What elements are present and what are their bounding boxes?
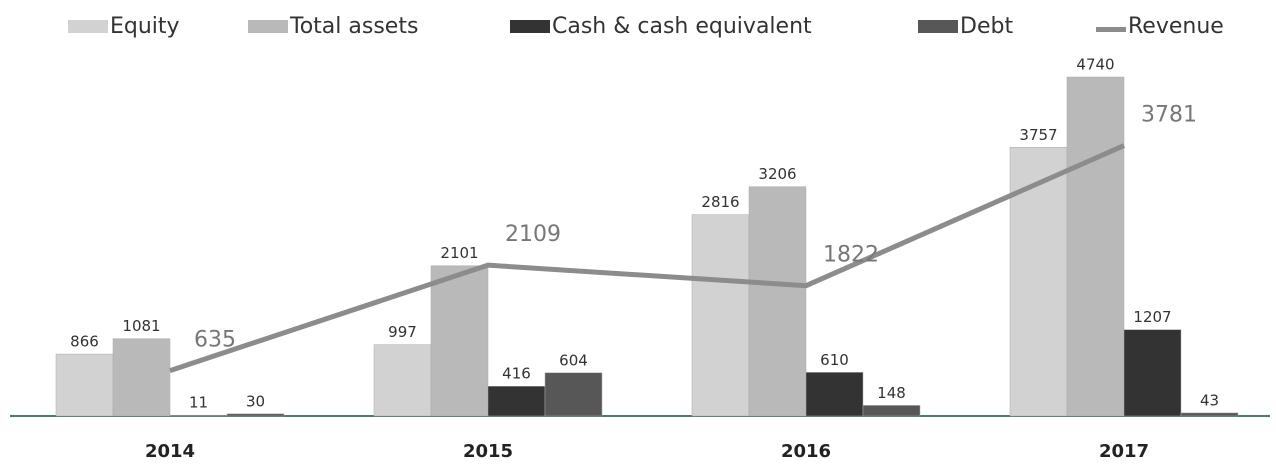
bar (1009, 147, 1068, 417)
data-label: 3206 (758, 165, 796, 183)
data-label: 43 (1200, 391, 1219, 409)
bar (748, 186, 807, 417)
x-tick-label: 2017 (1099, 441, 1149, 462)
legend-label: Revenue (1128, 14, 1224, 39)
legend-label: Debt (960, 14, 1013, 39)
legend-swatch (918, 20, 958, 33)
data-label: 610 (820, 351, 849, 369)
legend-swatch (248, 20, 288, 33)
data-label: 2816 (701, 193, 739, 211)
line-label: 1822 (823, 243, 879, 268)
bar (169, 414, 228, 417)
bar (1123, 329, 1182, 417)
x-tick-label: 2014 (145, 441, 195, 462)
line-label: 635 (194, 328, 236, 353)
bar (430, 265, 489, 417)
bar (544, 372, 603, 417)
bar (1066, 76, 1125, 417)
data-label: 30 (246, 392, 265, 410)
bar (805, 372, 864, 417)
data-label: 997 (388, 323, 417, 341)
bar (691, 214, 750, 417)
bar (487, 385, 546, 417)
data-label: 3757 (1019, 126, 1057, 144)
bar (226, 413, 285, 417)
data-label: 11 (189, 394, 208, 412)
data-label: 148 (877, 384, 906, 402)
legend-label: Total assets (289, 14, 418, 39)
line-label: 2109 (505, 222, 561, 247)
data-label: 1207 (1133, 308, 1171, 326)
legend-label: Equity (110, 14, 180, 39)
x-tick-label: 2015 (463, 441, 513, 462)
bar (55, 353, 114, 417)
legend-swatch (1096, 27, 1126, 32)
data-label: 4740 (1076, 56, 1114, 74)
data-label: 2101 (440, 244, 478, 262)
legend-swatch (68, 20, 108, 33)
line-label: 3781 (1141, 103, 1197, 128)
bar (373, 344, 432, 417)
bar (1180, 412, 1239, 417)
legend-swatch (510, 20, 550, 33)
legend-label: Cash & cash equivalent (552, 14, 812, 39)
data-label: 416 (502, 365, 531, 383)
data-label: 866 (70, 333, 99, 351)
x-tick-label: 2016 (781, 441, 831, 462)
bar (862, 405, 921, 417)
line (169, 143, 1126, 373)
bar (112, 338, 171, 417)
data-label: 604 (559, 351, 588, 369)
data-label: 1081 (122, 317, 160, 335)
